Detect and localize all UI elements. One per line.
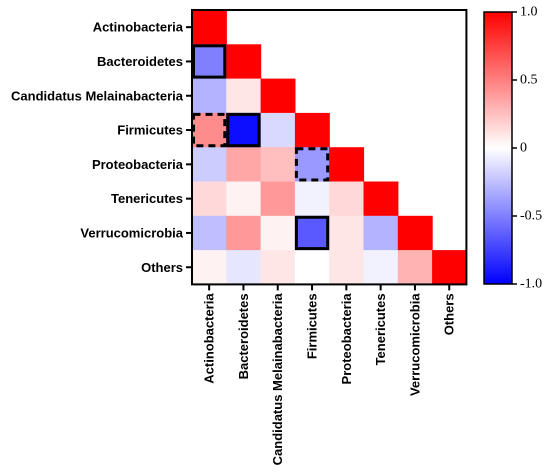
- colorbar: 1.0 0.5 0 -0.5 -1.0: [483, 5, 542, 292]
- heatmap-cell: [226, 44, 262, 80]
- highlight-boxes: [192, 44, 330, 251]
- row-label: Firmicutes: [117, 123, 183, 138]
- heatmap-cell: [192, 44, 227, 80]
- heatmap-cell: [397, 215, 433, 251]
- highlight-box-solid: [226, 112, 261, 148]
- heatmap-cell: [260, 112, 296, 148]
- colorbar-tick-label: -0.5: [520, 209, 542, 224]
- row-label: Actinobacteria: [93, 20, 184, 35]
- highlight-box-solid: [294, 215, 330, 251]
- heatmap-cell: [294, 112, 330, 148]
- heatmap-cell: [363, 250, 399, 285]
- heatmap-cell: [397, 250, 433, 285]
- column-label: Candidatus Melainabacteria: [270, 293, 285, 466]
- heatmap-cell: [363, 215, 399, 251]
- heatmap-cell: [192, 215, 227, 251]
- column-label: Bacteroidetes: [236, 293, 251, 379]
- column-label: Firmicutes: [305, 293, 320, 359]
- heatmap-cell: [226, 78, 262, 114]
- row-labels: Actinobacteria Bacteroidetes Candidatus Me…: [11, 20, 184, 275]
- heatmap-cell: [294, 147, 330, 183]
- heatmap-cell: [192, 147, 227, 183]
- heatmap-cell: [294, 215, 330, 251]
- heatmap-cell: [432, 250, 467, 285]
- row-label: Verrucomicrobia: [80, 225, 183, 240]
- heatmap-cell: [329, 215, 365, 251]
- heatmap-cell: [192, 112, 227, 148]
- heatmap-cell: [192, 10, 227, 45]
- colorbar-gradient: [483, 11, 513, 285]
- heatmap-cell: [226, 112, 262, 148]
- column-label: Verrucomicrobia: [407, 293, 422, 396]
- highlight-box-solid: [192, 44, 227, 79]
- row-label: Candidatus Melainabacteria: [11, 88, 184, 103]
- heatmap-cell: [192, 250, 227, 285]
- row-label: Tenericutes: [111, 191, 183, 206]
- colorbar-tick-label: 0: [520, 141, 527, 156]
- heatmap-cell: [294, 250, 330, 285]
- heatmap-cell: [260, 250, 296, 285]
- heatmap-cell: [192, 78, 227, 114]
- heatmap-cell: [226, 250, 262, 285]
- heatmap-cell: [294, 181, 330, 217]
- colorbar-tick-label: 1.0: [520, 5, 538, 20]
- row-label: Proteobacteria: [92, 157, 184, 172]
- heatmap-cell: [260, 147, 296, 183]
- colorbar-tick-label: 0.5: [520, 73, 538, 88]
- row-label: Others: [141, 260, 183, 275]
- heatmap-cell: [260, 215, 296, 251]
- col-labels: Actinobacteria Bacteroidetes Candidatus Me…: [202, 293, 457, 466]
- highlight-box-dashed: [294, 147, 330, 182]
- row-label: Bacteroidetes: [97, 54, 183, 69]
- column-label: Others: [442, 293, 457, 335]
- column-label: Proteobacteria: [339, 293, 354, 385]
- heatmap-cell: [260, 78, 296, 114]
- heatmap-cells: [192, 10, 467, 285]
- colorbar-tick-label: -1.0: [520, 277, 542, 292]
- heatmap-cell: [192, 181, 227, 217]
- col-ticks: [208, 284, 451, 291]
- heatmap-cell: [260, 181, 296, 217]
- heatmap-cell: [329, 250, 365, 285]
- row-ticks: [186, 26, 192, 269]
- heatmap-cell: [329, 147, 365, 183]
- heatmap-cell: [226, 181, 262, 217]
- heatmap-cell: [329, 181, 365, 217]
- highlight-box-dashed: [192, 112, 227, 148]
- column-label: Actinobacteria: [202, 293, 217, 384]
- heatmap-cell: [226, 215, 262, 251]
- heatmap-cell: [226, 147, 262, 183]
- heatmap-cell: [363, 181, 399, 217]
- column-label: Tenericutes: [373, 293, 388, 365]
- plot-frame: [191, 9, 468, 286]
